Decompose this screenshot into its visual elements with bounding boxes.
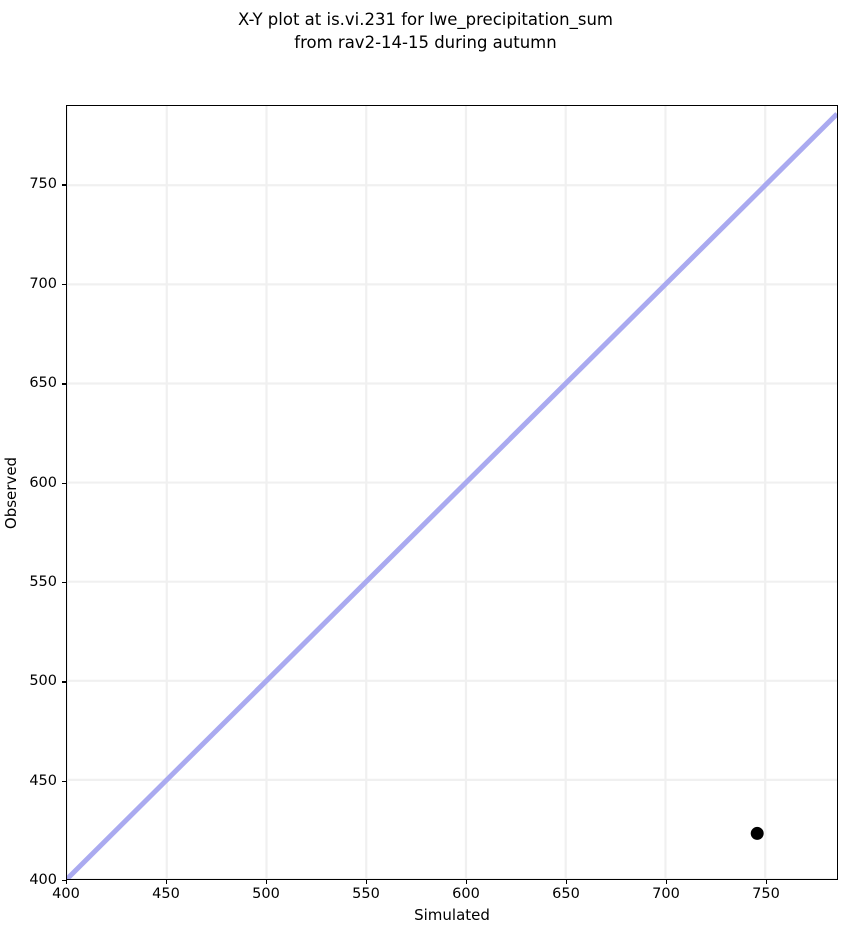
x-axis-tick-label: 400 [52,886,80,902]
y-axis-tick-mark [62,184,66,186]
x-axis-tick-label: 700 [652,886,680,902]
x-axis-tick-mark [266,880,268,884]
x-axis-tick-mark [466,880,468,884]
x-axis-tick-mark [166,880,168,884]
y-axis-tick-label: 400 [29,872,85,888]
y-axis-tick-label: 550 [29,574,85,590]
data-point-marker [750,826,764,840]
y-axis-tick-label: 650 [29,375,85,391]
x-axis-tick-label: 550 [352,886,380,902]
y-axis-tick-label-text: 500 [29,673,57,690]
x-axis-tick-mark [66,880,68,884]
y-axis-tick-label-text: 600 [29,474,57,491]
y-axis-tick-mark [62,780,66,782]
chart-title-line-1: X-Y plot at is.vi.231 for lwe_precipitat… [238,10,613,29]
y-axis-tick-label-text: 700 [29,275,57,292]
data-points [750,826,764,840]
y-axis-tick-label: 500 [29,673,85,689]
x-axis-tick-mark [666,880,668,884]
y-axis-tick-mark [62,681,66,683]
y-axis-tick-mark [62,880,66,882]
x-axis-tick-label: 450 [152,886,180,902]
one-to-one-reference-line [67,112,837,879]
y-axis-tick-mark [62,383,66,385]
x-axis-tick-label: 600 [452,886,480,902]
y-axis-tick-label-text: 750 [29,176,57,193]
y-axis-tick-label: 450 [29,773,85,789]
y-axis-tick-label-text: 550 [29,573,57,590]
one-to-one-line [67,112,837,879]
chart-title-line-2: from rav2-14-15 during autumn [294,33,557,52]
y-axis-tick-mark [62,482,66,484]
x-axis-tick-label: 750 [752,886,780,902]
x-axis-label-text: Simulated [414,906,490,924]
y-axis-tick-label: 600 [29,475,85,491]
plot-canvas [67,106,837,879]
y-axis-tick-label: 750 [29,176,85,192]
gridlines [67,106,837,879]
x-axis-tick-mark [766,880,768,884]
y-axis-label-text: Observed [2,456,21,529]
y-axis-tick-label: 700 [29,276,85,292]
chart-title: X-Y plot at is.vi.231 for lwe_precipitat… [0,8,851,54]
y-axis-tick-mark [62,283,66,286]
y-axis-tick-mark [62,581,66,584]
x-axis-tick-label: 650 [552,886,580,902]
y-axis-tick-label-text: 650 [29,375,57,392]
x-axis-tick-mark [366,880,368,884]
y-axis-label: Observed [0,105,22,880]
y-axis-tick-label-text: 450 [29,772,57,789]
y-axis-tick-label-text: 400 [29,872,57,888]
x-axis-tick-label: 500 [252,886,280,902]
x-axis-tick-mark [566,880,568,884]
plot-area [66,105,838,880]
x-axis-label: Simulated [66,906,838,924]
